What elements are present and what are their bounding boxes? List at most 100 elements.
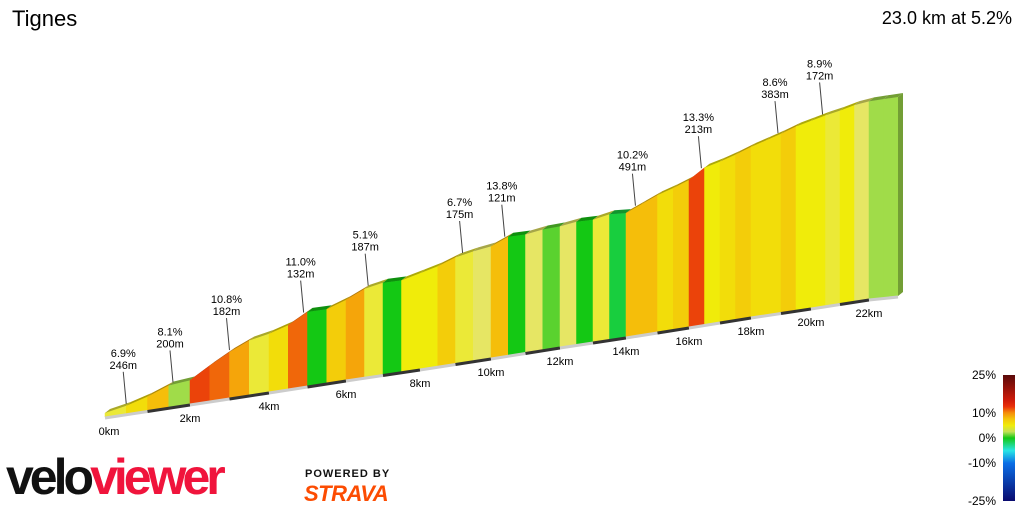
gradient-segment-top bbox=[420, 262, 443, 274]
gradient-segment-top bbox=[229, 336, 255, 353]
distance-axis-segment bbox=[719, 316, 752, 325]
gradient-segment bbox=[609, 212, 627, 340]
gradient-segment bbox=[735, 146, 752, 320]
distance-axis-segment bbox=[688, 321, 721, 330]
gradient-segment bbox=[401, 272, 421, 373]
strava-logo: STRAVA bbox=[304, 481, 389, 506]
climb-gradient: 5.1% bbox=[353, 230, 378, 242]
gradient-segment bbox=[326, 299, 347, 384]
gradient-segment bbox=[657, 187, 674, 333]
distance-axis-segment bbox=[307, 379, 347, 389]
climb-gradient: 6.9% bbox=[111, 348, 136, 360]
distance-axis-segment bbox=[419, 363, 456, 372]
gradient-segment bbox=[473, 246, 492, 362]
gradient-segment-top bbox=[869, 95, 889, 102]
distance-axis-segment bbox=[268, 385, 308, 395]
distance-axis-segment bbox=[750, 312, 782, 320]
gradient-segment bbox=[883, 96, 899, 298]
gradient-segment bbox=[825, 110, 841, 307]
climb-gradient: 13.8% bbox=[486, 181, 517, 193]
climb-length: 121m bbox=[488, 193, 516, 205]
gradient-segment-top bbox=[657, 183, 679, 196]
climb-gradient: 11.0% bbox=[285, 257, 316, 269]
legend-tick-label: 0% bbox=[978, 431, 996, 445]
gradient-segment-top bbox=[825, 106, 845, 116]
gradient-segment bbox=[209, 351, 230, 402]
page-title: Tignes bbox=[12, 6, 78, 31]
gradient-segment bbox=[673, 179, 690, 330]
distance-axis-segment bbox=[810, 303, 841, 311]
distance-axis-segment bbox=[592, 336, 627, 345]
gradient-segment-top bbox=[508, 230, 531, 237]
gradient-segment-top bbox=[401, 269, 425, 281]
distance-axis-segment bbox=[455, 357, 492, 366]
legend-tick-label: 25% bbox=[971, 368, 996, 382]
climb-annotation: 10.2%491m bbox=[617, 150, 648, 206]
climb-annotation: 10.8%182m bbox=[211, 294, 242, 351]
gradient-segment-top bbox=[491, 232, 514, 247]
gradient-segment-top bbox=[269, 321, 294, 334]
distance-axis-segment bbox=[229, 391, 270, 401]
gradient-segment bbox=[382, 280, 402, 375]
legend-tick-label: -25% bbox=[967, 494, 996, 508]
distance-axis-segment bbox=[147, 403, 191, 413]
gradient-segment-top bbox=[673, 175, 694, 188]
gradient-segment-top bbox=[735, 142, 756, 155]
gradient-segment-top bbox=[781, 122, 801, 134]
gradient-segment bbox=[854, 101, 870, 302]
gradient-segment bbox=[490, 236, 509, 359]
distance-axis-segment bbox=[657, 326, 690, 335]
x-tick-label: 12km bbox=[547, 356, 574, 368]
climb-annotation: 11.0%132m bbox=[285, 257, 316, 313]
gradient-segment-top bbox=[883, 92, 903, 100]
climb-annotation: 8.1%200m bbox=[156, 326, 184, 383]
climb-gradient: 13.3% bbox=[683, 112, 714, 124]
gradient-segment-top bbox=[593, 210, 615, 220]
distance-axis-segment bbox=[839, 298, 870, 306]
distance-axis-segment bbox=[345, 374, 384, 383]
gradient-segment-top bbox=[704, 157, 725, 168]
veloviewer-logo: veloviewer bbox=[6, 452, 226, 502]
annotation-leader-line bbox=[501, 204, 506, 237]
annotation-leader-line bbox=[697, 136, 702, 169]
profile-end-face bbox=[898, 92, 903, 296]
gradient-segment-top bbox=[525, 225, 548, 235]
gradient-segment bbox=[307, 308, 327, 387]
gradient-segment-top bbox=[626, 200, 647, 214]
gradient-segment bbox=[688, 167, 705, 328]
distance-axis-segment bbox=[490, 352, 526, 361]
x-tick-label: 16km bbox=[676, 336, 703, 348]
gradient-segment bbox=[419, 265, 438, 370]
gradient-segment bbox=[868, 98, 884, 300]
annotation-leader-line bbox=[364, 253, 369, 286]
annotation-leader-line bbox=[819, 82, 824, 115]
climb-length: 175m bbox=[446, 209, 474, 221]
annotation-leader-line bbox=[300, 280, 305, 313]
climb-length: 491m bbox=[619, 162, 647, 174]
gradient-segment bbox=[559, 221, 577, 348]
gradient-segment bbox=[345, 288, 365, 381]
climb-length: 213m bbox=[685, 124, 713, 136]
distance-axis-segment bbox=[559, 341, 594, 350]
gradient-segment-top bbox=[249, 329, 274, 341]
gradient-segment bbox=[288, 311, 308, 390]
gradient-segment bbox=[592, 213, 610, 343]
gradient-segment-top bbox=[346, 284, 370, 300]
gradient-segment bbox=[229, 340, 250, 399]
x-tick-label: 0km bbox=[99, 426, 120, 438]
gradient-segment-top bbox=[542, 222, 565, 230]
gradient-segment bbox=[437, 257, 456, 367]
climb-annotation: 13.8%121m bbox=[486, 181, 518, 237]
gradient-segment bbox=[795, 120, 812, 311]
gradient-segment-top bbox=[383, 276, 407, 283]
gradient-segment bbox=[189, 365, 210, 405]
distance-axis-segment bbox=[625, 331, 658, 340]
climb-gradient: 8.1% bbox=[157, 326, 182, 338]
x-tick-label: 2km bbox=[180, 413, 201, 425]
gradient-color-legend bbox=[1003, 375, 1015, 501]
gradient-segment-top bbox=[326, 295, 351, 310]
gradient-segment bbox=[576, 219, 594, 345]
x-tick-label: 6km bbox=[336, 389, 357, 401]
climb-length: 200m bbox=[156, 338, 184, 350]
gradient-segment-top bbox=[576, 215, 598, 222]
